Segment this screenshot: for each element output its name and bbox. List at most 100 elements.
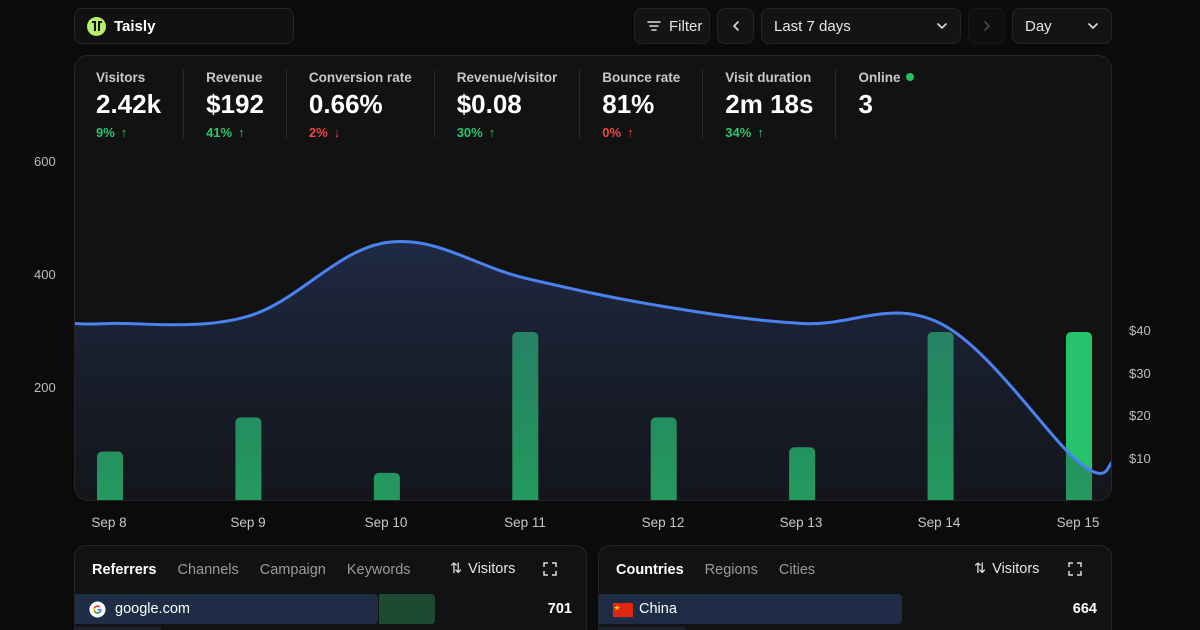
metric-value: 2.42k: [96, 89, 162, 119]
metric-delta: 41% ↑: [206, 125, 264, 140]
x-tick-label: Sep 8: [91, 515, 127, 530]
y-left-tick: 400: [34, 267, 56, 282]
metric-delta: 30% ↑: [457, 125, 558, 140]
metric-revenue[interactable]: Revenue $192 41% ↑: [183, 70, 286, 140]
x-tick-label: Sep 13: [779, 515, 823, 530]
tab-countries[interactable]: Countries: [616, 562, 684, 578]
metric-delta: 0% ↑: [602, 125, 680, 140]
delta-text: 2%: [308, 125, 328, 140]
sort-icon: ⇅: [450, 561, 463, 577]
sort-visitors-button[interactable]: ⇅ Visitors: [974, 561, 1039, 577]
metric-visitors[interactable]: Visitors 2.42k 9% ↑: [74, 70, 183, 140]
delta-text: 0%: [602, 125, 622, 140]
referrers-panel: Referrers Channels Campaign Keywords ⇅ V…: [74, 545, 587, 630]
visitors-revenue-chart: [75, 240, 1111, 500]
arrow-down-icon: ↓: [333, 125, 341, 140]
table-row[interactable]: China 664: [599, 594, 1111, 624]
referrers-tabs: Referrers Channels Campaign Keywords: [92, 562, 411, 578]
row-label: China: [639, 601, 677, 617]
x-tick-label: Sep 15: [1056, 515, 1100, 530]
online-label: Online: [858, 70, 901, 85]
metric-label: Bounce rate: [602, 70, 681, 85]
delta-text: 34%: [725, 125, 752, 140]
tab-channels[interactable]: Channels: [177, 562, 239, 578]
metrics-row: Visitors 2.42k 9% ↑ Revenue $192 41% ↑ Con…: [74, 70, 915, 140]
arrow-up-icon: ↑: [120, 125, 128, 140]
row-share-bar: [75, 594, 378, 624]
expand-icon[interactable]: [543, 562, 557, 576]
tab-keywords[interactable]: Keywords: [346, 562, 411, 578]
arrow-up-icon: ↑: [757, 125, 764, 140]
metric-label: Revenue/visitor: [456, 70, 558, 85]
expand-icon[interactable]: [1068, 562, 1082, 576]
x-tick-label: Sep 14: [917, 515, 961, 530]
metric-value: 0.66%: [308, 89, 383, 119]
filter-icon: [647, 21, 661, 31]
metric-label: Conversion rate: [308, 70, 412, 85]
tab-cities[interactable]: Cities: [778, 562, 816, 578]
metric-label: Visitors: [96, 70, 146, 85]
date-range-label: Last 7 days: [774, 17, 851, 35]
chevron-right-icon: [983, 21, 990, 31]
row-secondary-bar: [378, 594, 436, 624]
granularity-select[interactable]: Day: [1012, 8, 1112, 44]
sort-label: Visitors: [992, 561, 1040, 577]
metric-delta: 34% ↑: [725, 125, 813, 140]
chevron-left-icon: [732, 21, 739, 31]
countries-tabs: Countries Regions Cities: [616, 562, 815, 578]
y-right-tick: $20: [1129, 408, 1151, 423]
site-selector[interactable]: Taisly: [74, 8, 294, 44]
x-tick-label: Sep 10: [364, 515, 408, 530]
previous-period-button[interactable]: [717, 8, 754, 44]
visitors-area: [75, 241, 1111, 500]
metric-value: $0.08: [456, 89, 522, 119]
x-tick-label: Sep 11: [504, 515, 546, 530]
arrow-up-icon: ↑: [488, 125, 496, 140]
metric-label: Revenue: [206, 70, 263, 85]
table-row[interactable]: google.com 701: [75, 594, 586, 624]
site-name: Taisly: [114, 17, 156, 35]
row-share-bar: [599, 594, 903, 624]
delta-text: 30%: [456, 125, 483, 140]
metric-visit-duration[interactable]: Visit duration 2m 18s 34% ↑: [702, 70, 835, 140]
row-label: google.com: [115, 601, 190, 617]
metric-value: 81%: [602, 89, 655, 119]
sort-visitors-button[interactable]: ⇅ Visitors: [450, 561, 515, 577]
filter-label: Filter: [669, 17, 703, 35]
tab-regions[interactable]: Regions: [704, 562, 758, 578]
metric-value: 3: [858, 89, 873, 119]
china-flag-icon: [613, 603, 633, 617]
metric-revenue-per-visitor[interactable]: Revenue/visitor $0.08 30% ↑: [433, 70, 580, 140]
x-tick-label: Sep 12: [641, 515, 685, 530]
filter-button[interactable]: Filter: [634, 8, 710, 44]
arrow-up-icon: ↑: [238, 125, 245, 140]
delta-text: 9%: [96, 125, 115, 140]
metric-conversion-rate[interactable]: Conversion rate 0.66% 2% ↓: [285, 70, 434, 140]
metric-online[interactable]: Online 3: [835, 70, 915, 138]
table-row-partial: [599, 627, 685, 630]
chevron-down-icon: [1088, 23, 1098, 30]
y-right-tick: $40: [1129, 323, 1151, 338]
granularity-label: Day: [1025, 17, 1052, 35]
online-indicator-icon: [906, 73, 915, 81]
y-right-tick: $10: [1129, 451, 1151, 466]
metric-label: Visit duration: [725, 70, 812, 85]
y-right-tick: $30: [1129, 366, 1151, 381]
row-value: 701: [547, 601, 572, 617]
row-value: 664: [1072, 601, 1097, 617]
metric-value: $192: [206, 89, 264, 119]
tab-campaign[interactable]: Campaign: [259, 562, 326, 578]
sort-icon: ⇅: [974, 561, 987, 577]
y-left-tick: 200: [34, 380, 56, 395]
y-left-tick: 600: [34, 154, 56, 169]
chevron-down-icon: [937, 23, 947, 30]
tab-referrers[interactable]: Referrers: [92, 562, 157, 578]
next-period-button[interactable]: [968, 8, 1005, 44]
metric-value: 2m 18s: [725, 89, 814, 119]
table-row-partial: [75, 627, 161, 630]
arrow-up-icon: ↑: [627, 125, 634, 140]
date-range-select[interactable]: Last 7 days: [761, 8, 961, 44]
metric-label: Online: [858, 70, 915, 85]
google-icon: [89, 601, 106, 618]
metric-bounce-rate[interactable]: Bounce rate 81% 0% ↑: [579, 70, 702, 140]
